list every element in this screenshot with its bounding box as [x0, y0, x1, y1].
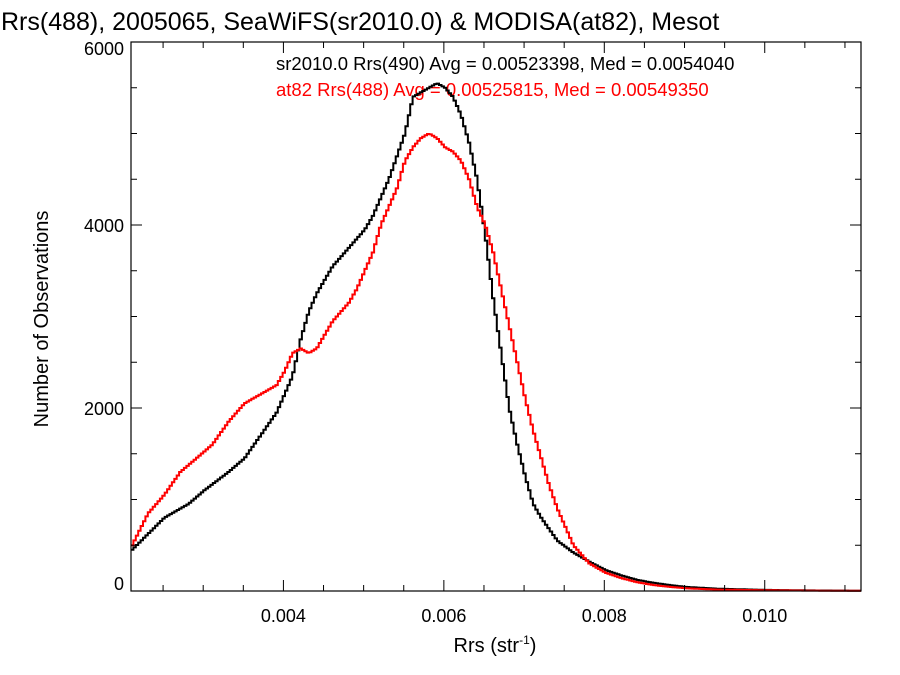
x-tick-label: 0.006: [421, 606, 466, 626]
y-tick-label: 2000: [84, 399, 124, 419]
axes: 0.004 0.006 0.008 0.010 0 2000 4000 6000: [84, 39, 862, 626]
y-axis-label: Number of Observations: [31, 211, 53, 428]
annotation-black-stats: sr2010.0 Rrs(490) Avg = 0.00523398, Med …: [276, 53, 734, 74]
plot-area: [131, 82, 861, 592]
annotation-red-stats: at82 Rrs(488) Avg = 0.00525815, Med = 0.…: [276, 79, 709, 100]
x-tick-label: 0.010: [742, 606, 787, 626]
x-axis-label: Rrs (str-1): [454, 633, 537, 657]
y-tick-label: 4000: [84, 216, 124, 236]
x-tick-label: 0.008: [582, 606, 627, 626]
x-tick-label: 0.004: [261, 606, 306, 626]
y-tick-label: 6000: [84, 39, 124, 59]
series-line-sr2010: [131, 82, 861, 592]
y-tick-label: 0: [114, 574, 124, 594]
series-line-at82: [131, 133, 861, 592]
chart-title: Rrs(488), 2005065, SeaWiFS(sr2010.0) & M…: [1, 8, 719, 36]
